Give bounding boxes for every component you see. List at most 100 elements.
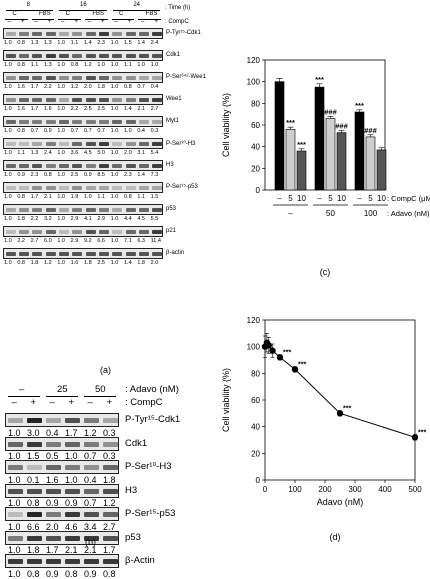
quantification-value: 0.8 — [65, 568, 78, 579]
compc-axis-label: : CompC (μM) — [387, 194, 430, 203]
quantification-value: 1.4 — [124, 260, 132, 266]
quantification-value: 1.0 — [57, 216, 65, 222]
blot-band — [18, 98, 30, 102]
blot-band — [84, 465, 99, 470]
adavo-label: : Adavo (nM) — [125, 384, 179, 395]
western-blot-strip — [3, 72, 163, 83]
blot-band — [32, 98, 43, 102]
blot-band — [58, 76, 70, 80]
quantification-value: 1.0 — [4, 40, 12, 46]
quantification-value: 1.0 — [110, 106, 119, 112]
blot-band — [98, 98, 110, 102]
quantification-value: 0.8 — [17, 40, 25, 46]
blot-band — [72, 120, 83, 124]
compc-sign: – — [61, 19, 65, 25]
blot-band — [84, 559, 99, 564]
blot-band — [27, 465, 42, 470]
quantification-value: 1.0 — [57, 172, 65, 178]
data-point — [265, 342, 272, 349]
quantification-value: 1.0 — [57, 40, 65, 46]
quantification-value: 2.7 — [30, 238, 39, 244]
blot-band — [45, 54, 56, 58]
quantification-value: 1.7 — [30, 106, 39, 112]
blot-band — [8, 512, 23, 517]
blot-band — [72, 76, 83, 80]
blot-row-label: P-Tyr¹⁵-Cdk1 — [166, 30, 201, 36]
quantification-value: 0.9 — [46, 568, 59, 579]
blot-band — [84, 418, 99, 423]
quantification-value: 0.1 — [27, 474, 40, 485]
quantification-value: 1.0 — [150, 62, 159, 68]
blot-band — [112, 76, 123, 80]
quantification-value: 1.1 — [70, 40, 79, 46]
significance-marker: ### — [364, 126, 377, 135]
blot-band — [103, 559, 118, 564]
quantification-value: 0.3 — [103, 451, 116, 461]
quantification-value: 1.0 — [4, 216, 12, 222]
significance-marker: *** — [418, 429, 426, 436]
quantification-value: 0.8 — [17, 194, 25, 200]
blot-band — [98, 54, 110, 58]
blot-band — [46, 441, 61, 447]
significance-marker: ### — [335, 121, 348, 130]
quantification-value: 1.0 — [4, 84, 12, 90]
condition-label: FBS — [39, 11, 51, 17]
blot-band — [45, 98, 56, 102]
y-tick-label: 80 — [251, 99, 260, 108]
bar — [376, 149, 387, 191]
quantification-value: 0.7 — [84, 451, 97, 461]
blot-row-label: Cdk1 — [166, 52, 181, 58]
viability-line — [264, 341, 416, 438]
quantification-value: 8.5 — [97, 172, 105, 178]
blot-band — [65, 465, 80, 470]
compc-sign: + — [74, 19, 78, 25]
timepoint-label: 8 — [26, 2, 30, 8]
x-tick-label: 200 — [318, 485, 332, 494]
blot-band — [5, 32, 16, 36]
western-blot-strip — [3, 160, 163, 171]
blot-band — [72, 186, 83, 190]
adavo-dose-label: 50 — [95, 384, 106, 395]
quantification-value: 1.0 — [110, 238, 119, 244]
quantification-value: 1.4 — [137, 40, 145, 46]
quantification-value: 1.8 — [84, 260, 92, 266]
quantification-value: 2.4 — [150, 40, 159, 46]
quantification-value: 6.6 — [97, 238, 105, 244]
blot-row-label: Cdk1 — [125, 437, 148, 449]
timepoint-bracket — [112, 10, 160, 11]
blot-band — [72, 54, 83, 58]
quantification-value: 1.1 — [137, 194, 145, 200]
quantification-value: 1.5 — [27, 451, 40, 461]
blot-band — [18, 76, 30, 80]
blot-band — [85, 186, 96, 190]
blot-band — [18, 252, 30, 256]
blot-band — [27, 559, 42, 564]
quantification-value: 1.4 — [124, 106, 132, 112]
dose-bracket — [46, 396, 78, 397]
quantification-value: 2.5 — [84, 106, 92, 112]
quantification-value: 1.0 — [110, 62, 119, 68]
quantification-value: 0.9 — [84, 568, 97, 579]
quantification-value: 1.0 — [110, 260, 119, 266]
blot-band — [18, 230, 30, 234]
compc-sign: + — [68, 397, 75, 408]
blot-band — [58, 32, 70, 36]
bar — [296, 150, 307, 191]
blot-band — [46, 535, 61, 541]
quantification-value: 2.9 — [70, 216, 79, 222]
western-blot-strip — [5, 554, 119, 568]
blot-band — [138, 98, 150, 102]
compc-sign: + — [30, 397, 37, 408]
blot-band — [138, 142, 150, 146]
blot-band — [152, 186, 162, 190]
quantification-value: 0.9 — [65, 498, 78, 508]
blot-band — [72, 230, 83, 234]
quantification-value: 1.6 — [17, 84, 25, 90]
blot-band — [103, 535, 118, 541]
blot-band — [152, 76, 162, 80]
compc-sign: – — [7, 19, 11, 25]
blot-band — [45, 76, 56, 80]
blot-band — [5, 208, 16, 212]
western-blot-strip — [3, 248, 163, 259]
blot-row-label: P-Ser¹⁰-H3 — [125, 461, 172, 472]
